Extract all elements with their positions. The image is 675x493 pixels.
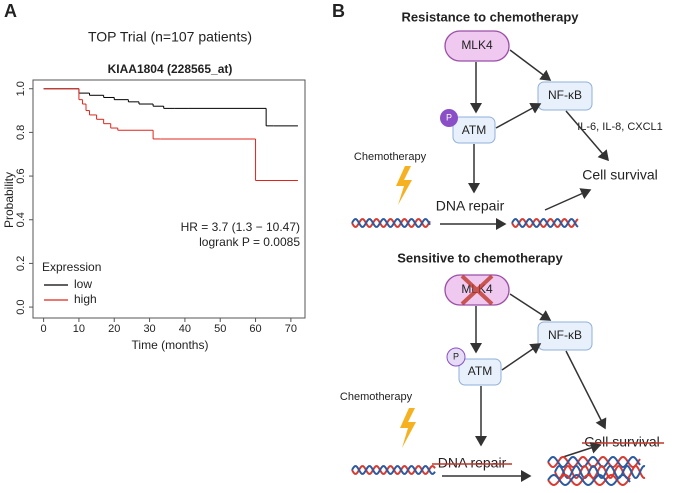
panel-label: A [4,1,17,21]
node [444,30,510,62]
dna [351,465,436,475]
section-title: Resistance to chemotherapy [401,9,579,24]
label: Cell survival [584,434,659,450]
node-label: P [453,351,459,361]
node-label: NF-κB [548,328,582,342]
x-tick-label: 10 [73,323,85,335]
phospho [440,109,458,127]
label: Chemotherapy [340,391,413,403]
y-axis-label: Probability [2,172,16,228]
annotation: HR = 3.7 (1.3 − 10.47) [181,220,300,234]
panel-label: B [332,1,345,21]
label: DNA repair [436,198,505,214]
chart-title: TOP Trial (n=107 patients) [88,29,252,45]
y-tick-label: 0.2 [15,256,27,271]
arrow [559,442,602,459]
node-label: ATM [468,364,492,378]
node [458,358,502,386]
y-tick-label: 0.4 [15,212,27,227]
annotation: logrank P = 0.0085 [199,235,300,249]
arrow [509,293,552,321]
y-tick-label: 0.0 [15,299,27,314]
dna [547,473,631,487]
km-chart: TOP Trial (n=107 patients) KIAA1804 (228… [2,29,306,352]
node-label: P [446,112,452,122]
chart-subtitle: KIAA1804 (228565_at) [108,62,233,76]
x-tick-label: 50 [214,323,226,335]
y-tick-label: 0.6 [15,168,27,183]
label: DNA repair [438,455,507,471]
dna [547,473,631,487]
y-tick-label: 1.0 [15,81,27,96]
lightning [400,408,416,448]
node-label: NF-κB [548,88,582,102]
legend-title: Expression [42,260,101,274]
legend-label: low [74,277,92,291]
arrow [544,188,592,211]
label: IL-6, IL-8, CXCL1 [577,121,663,133]
legend-label: high [74,292,97,306]
plot-frame [32,79,306,319]
node-label: MLK4 [461,38,493,52]
arrow [495,103,542,129]
dna [351,218,431,228]
dna [511,218,579,228]
x-tick-label: 70 [285,323,297,335]
arrow [565,110,609,162]
node [452,116,496,144]
dna [351,218,431,228]
cross [460,274,494,306]
diagram: Resistance to chemotherapy MLK4 NF-κB AT… [340,9,664,482]
x-tick-label: 0 [41,323,47,335]
arrow [501,343,542,371]
lightning [396,166,412,205]
arrow [565,350,607,430]
x-tick-label: 30 [143,323,155,335]
dna [547,455,641,469]
label: Cell survival [582,167,657,183]
dna [511,218,579,228]
node-label: ATM [462,123,486,137]
dna [554,464,646,480]
y-tick-label: 0.8 [15,125,27,140]
x-tick-label: 40 [179,323,191,335]
node [537,321,593,351]
arrow [509,49,552,81]
x-tick-label: 60 [249,323,261,335]
label: Chemotherapy [354,151,427,163]
section-title: Sensitive to chemotherapy [397,250,563,265]
dna [554,464,646,480]
node [537,81,593,111]
x-tick-label: 20 [108,323,120,335]
x-axis-label: Time (months) [132,338,209,352]
phospho [446,347,466,367]
